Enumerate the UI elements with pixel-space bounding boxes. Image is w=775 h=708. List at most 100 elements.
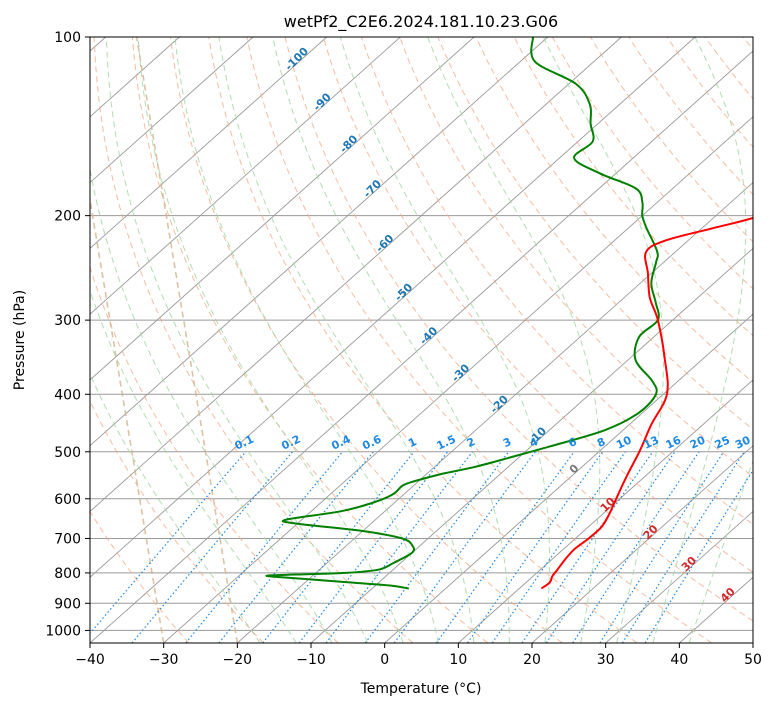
mixing-ratio-label: 13 xyxy=(642,433,661,451)
moist-adiabat-line xyxy=(90,166,333,643)
x-tick-label: 50 xyxy=(744,652,762,668)
mixing-ratio-label: 3 xyxy=(501,435,513,450)
mixing-ratio-line xyxy=(599,451,725,643)
dry-adiabat-label: -70 xyxy=(361,177,384,200)
dry-adiabat-line xyxy=(590,37,753,243)
isotherm-line xyxy=(458,379,753,643)
y-tick-label: 1000 xyxy=(45,623,81,639)
dry-adiabat-line xyxy=(131,37,488,643)
dry-adiabat-line xyxy=(322,37,753,574)
isotherm-line xyxy=(605,510,753,643)
mixing-ratio-line xyxy=(572,451,700,643)
isotherm-line xyxy=(237,181,753,643)
moist-adiabat-line xyxy=(427,37,601,643)
isotherm-lines xyxy=(90,37,753,643)
x-tick-label: 10 xyxy=(449,652,467,668)
moist-adiabat-line xyxy=(174,37,439,643)
mixing-ratio-line xyxy=(545,451,676,643)
plot-frame xyxy=(89,36,754,644)
isotherm-line xyxy=(752,642,753,643)
x-tick-label: −30 xyxy=(149,652,179,668)
isotherm-line xyxy=(531,445,753,643)
mixing-ratio-label: 6 xyxy=(566,435,579,450)
saturation-curve-line xyxy=(90,195,165,643)
moist-adiabat-line xyxy=(688,459,753,643)
x-tick-label: 0 xyxy=(380,652,389,668)
mixing-ratio-label: 30 xyxy=(733,433,753,451)
dry-adiabat-label: 10 xyxy=(598,494,618,514)
mixing-ratio-line xyxy=(491,451,626,643)
dry-adiabat-label: -90 xyxy=(311,90,334,113)
dry-adiabat-label: -80 xyxy=(337,132,360,155)
moist-adiabat-line xyxy=(652,37,747,643)
dry-adiabat-line xyxy=(93,37,414,643)
mixing-ratio-label: 36 xyxy=(754,433,774,451)
y-tick-label: 700 xyxy=(54,532,81,548)
moist-adiabat-line xyxy=(272,37,510,643)
moist-adiabat-line xyxy=(90,289,297,643)
dry-adiabat-label: -30 xyxy=(449,361,472,384)
dewpoint-profile-line xyxy=(265,37,660,590)
moist-adiabat-line xyxy=(218,37,475,643)
line-labels: 0.1 0.2 0.4 0.6 1 1.5 2 3 4 6 8 10 13 16 20 25 30 36-100-… xyxy=(233,45,774,605)
dry-adiabat-line xyxy=(90,510,190,643)
mixing-ratio-line xyxy=(393,451,536,643)
dry-adiabat-line xyxy=(513,37,753,337)
isotherm-line xyxy=(384,313,753,643)
isotherm-line xyxy=(90,37,622,513)
mixing-ratio-label: 2 xyxy=(465,435,477,450)
dry-adiabat-line xyxy=(360,37,753,525)
dry-adiabat-label: -20 xyxy=(488,393,511,416)
isotherm-line xyxy=(90,50,753,643)
plot-area: 0.1 0.2 0.4 0.6 1 1.5 2 3 4 6 8 10 13 16 20 25 30 36-100-… xyxy=(90,37,774,643)
y-tick-label: 500 xyxy=(54,445,81,461)
mixing-ratio-label: 25 xyxy=(713,433,732,451)
chart-title: wetPf2_C2E6.2024.181.10.23.G06 xyxy=(284,12,558,32)
mixing-ratio-label: 0.2 xyxy=(279,433,302,453)
dry-adiabat-line xyxy=(437,37,753,431)
y-tick-label: 800 xyxy=(54,566,81,582)
isotherm-line xyxy=(163,116,753,643)
dry-adiabat-label: -50 xyxy=(392,281,415,304)
isotherm-line xyxy=(90,37,549,447)
x-tick-label: 40 xyxy=(670,652,688,668)
mixing-ratio-line xyxy=(90,451,247,635)
mixing-ratio-label: 0.4 xyxy=(329,432,352,452)
dry-adiabat-label: -40 xyxy=(417,324,440,347)
mixing-ratio-line xyxy=(262,451,415,643)
mixing-ratio-line xyxy=(467,451,604,643)
dry-adiabat-label: 40 xyxy=(718,585,738,605)
moist-adiabat-lines xyxy=(90,37,753,643)
y-tick-label: 900 xyxy=(54,596,81,612)
dry-adiabat-line xyxy=(170,37,563,643)
dry-adiabat-line xyxy=(551,37,753,290)
saturation-curve-lines xyxy=(90,37,239,643)
mixing-ratio-line xyxy=(218,451,374,643)
moist-adiabat-line xyxy=(339,37,550,643)
x-tick-label: 20 xyxy=(523,652,541,668)
x-tick-label: −40 xyxy=(75,652,105,668)
moist-adiabat-line xyxy=(137,37,404,643)
mixing-ratio-line xyxy=(521,451,654,643)
dry-adiabat-line xyxy=(90,265,339,643)
x-axis-ticks: −40 −30 −20 −10 0 10 20 30 40 50 xyxy=(75,643,762,668)
isotherm-line xyxy=(90,37,401,315)
y-axis-ticks: 100 200 300 400 500 600 700 800 900 1000 xyxy=(45,30,90,639)
x-tick-label: 30 xyxy=(597,652,615,668)
y-tick-label: 600 xyxy=(54,492,81,508)
x-axis-label: Temperature (°C) xyxy=(360,681,482,697)
isotherm-line xyxy=(310,247,753,643)
isotherm-line xyxy=(90,37,475,381)
y-axis-label: Pressure (hPa) xyxy=(12,290,28,390)
mixing-ratio-label: 8 xyxy=(595,435,607,450)
dry-adiabat-line xyxy=(399,37,753,478)
mixing-ratio-line xyxy=(185,451,343,643)
mixing-ratio-label: 0.1 xyxy=(233,433,256,453)
dry-adiabat-line xyxy=(208,37,638,643)
mixing-ratio-line xyxy=(131,451,293,643)
isotherm-line xyxy=(90,37,696,578)
dry-adiabat-line xyxy=(742,37,753,51)
y-tick-label: 100 xyxy=(54,30,81,46)
mixing-ratio-label: 10 xyxy=(614,433,634,451)
